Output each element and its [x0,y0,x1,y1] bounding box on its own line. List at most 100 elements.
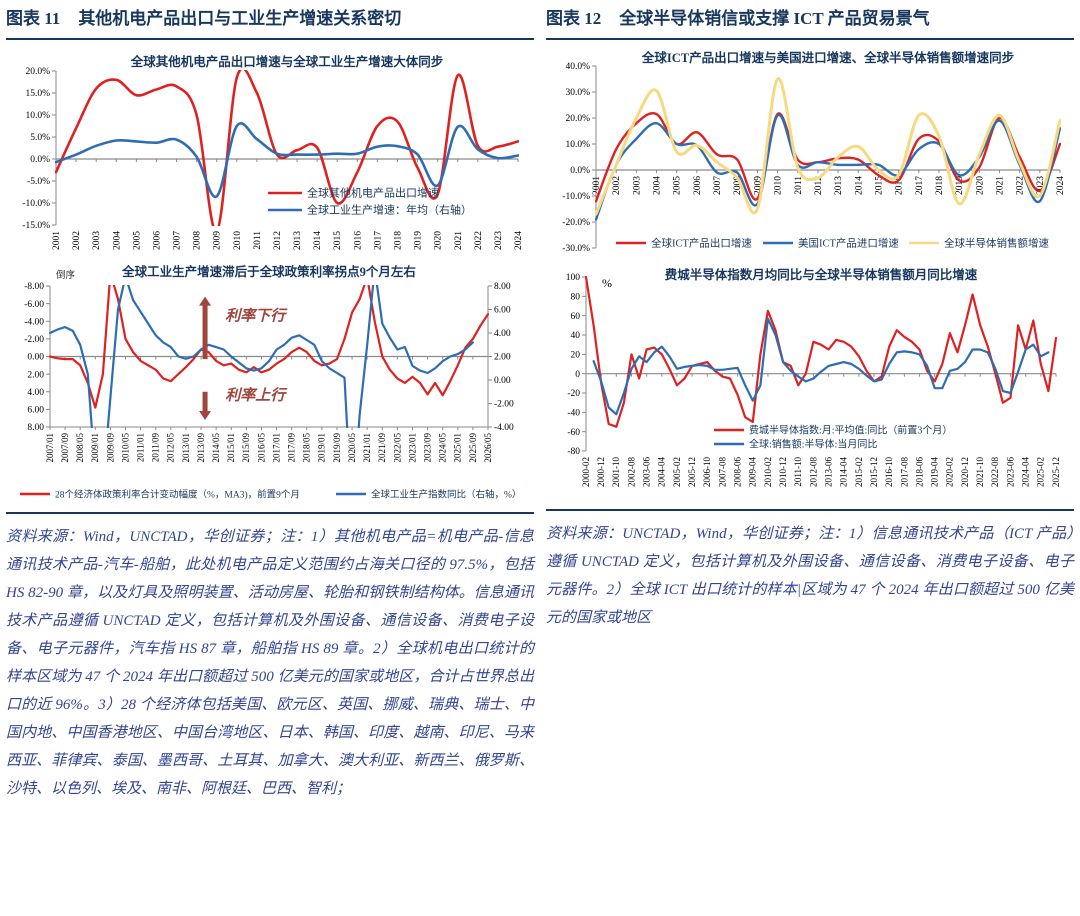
svg-text:2006: 2006 [693,176,703,195]
svg-text:2009: 2009 [213,231,223,250]
svg-text:2005: 2005 [673,176,683,195]
svg-text:2007-08: 2007-08 [717,457,727,487]
svg-text:-20: -20 [567,389,580,399]
svg-text:2010: 2010 [774,176,784,195]
series-line-1 [595,113,1061,221]
svg-text:2017/01: 2017/01 [271,433,281,463]
svg-text:2017: 2017 [915,176,925,195]
legend-label: 美国ICT产品进口增速 [798,237,899,250]
figure-11-tag: 图表 11 [6,9,61,28]
svg-text:2024-04: 2024-04 [1021,457,1031,487]
svg-text:2008: 2008 [733,176,743,195]
svg-text:10.0%: 10.0% [565,140,590,150]
svg-text:0.00: 0.00 [494,376,511,386]
svg-text:2007/09: 2007/09 [60,433,70,463]
svg-text:2015: 2015 [874,176,884,195]
svg-text:2025/01: 2025/01 [453,433,463,463]
svg-text:-10.0%: -10.0% [22,199,50,209]
svg-text:2011: 2011 [794,176,804,195]
svg-text:2025-02: 2025-02 [1036,457,1046,487]
legend: 费城半导体指数:月:平均值:同比（前置3个月）全球:销售额:半导体:当月同比 [714,424,952,451]
svg-text:2018: 2018 [935,176,945,195]
svg-text:2021-10: 2021-10 [975,457,985,487]
svg-text:0.0%: 0.0% [30,155,50,165]
legend-label: 28个经济体政策利率合计变动幅度（%，MA3)，前置9个月 [55,489,300,501]
legend-label: 费城半导体指数:月:平均值:同比（前置3个月） [749,424,952,437]
chart-inner-title: 全球工业生产增速滞后于全球政策利率拐点9个月左右 [121,264,416,279]
svg-text:100: 100 [566,273,581,283]
svg-text:2010/05: 2010/05 [120,433,130,463]
legend-label: 全球其他机电产品出口增速 [307,186,439,200]
svg-text:2023/01: 2023/01 [407,433,417,463]
series-line-1 [55,122,519,198]
svg-text:2002: 2002 [612,176,622,195]
svg-text:40.0%: 40.0% [565,62,590,72]
svg-text:2001-10: 2001-10 [611,457,621,487]
x-axis: 2007/01 2007/09 2008/05 2009/01 2009/09 2010/… [45,356,493,463]
svg-text:2015-12: 2015-12 [869,457,879,487]
svg-text:20.0%: 20.0% [565,114,590,124]
legend-label: 全球:销售额:半导体:当月同比 [749,438,877,451]
svg-text:0.00: 0.00 [27,353,44,363]
svg-text:2004: 2004 [112,231,122,250]
chart-inner-title: 全球ICT产品出口增速与美国进口增速、全球半导体销售额增速同步 [641,50,1014,65]
svg-text:2010: 2010 [233,231,243,250]
svg-text:2015/01: 2015/01 [226,433,236,463]
svg-text:2009/01: 2009/01 [90,433,100,463]
chart-ict-export-import-semi-sales: 40.0% 30.0% 20.0% 10.0% 0.0% -10.0% -20.0% -30.… [562,50,1066,254]
svg-text:2007/01: 2007/01 [45,433,55,463]
svg-text:-5.0%: -5.0% [27,177,50,187]
legend-label: 全球工业生产增速：年均（右轴） [307,203,472,217]
series-line-0 [55,70,519,226]
chart-annotation: 利率上行 [225,386,288,404]
svg-text:2021: 2021 [454,231,464,250]
chart-annotation: 利率下行 [225,306,288,324]
x-axis: 2001 2002 2003 2004 2005 2006 2007 2008 2009 2010… [52,159,524,250]
svg-text:2022/05: 2022/05 [392,433,402,463]
svg-text:80: 80 [571,293,581,303]
svg-text:2000-12: 2000-12 [596,457,606,487]
svg-text:10.0%: 10.0% [25,111,50,121]
svg-text:2009/09: 2009/09 [105,433,115,463]
svg-text:2011: 2011 [253,231,263,250]
svg-text:2022: 2022 [474,231,484,250]
legend-label: 全球工业生产指数同比（右轴，%） [371,489,521,501]
svg-text:2022: 2022 [1016,176,1026,195]
svg-text:2008/05: 2008/05 [75,433,85,463]
svg-text:8.00: 8.00 [27,423,44,433]
svg-text:2023/09: 2023/09 [422,433,432,463]
svg-text:2016-10: 2016-10 [884,457,894,487]
svg-text:2002: 2002 [72,231,82,250]
figure-12-header: 图表 12 全球半导体销信或支撑 ICT 产品贸易景气 [546,8,1074,40]
svg-text:2007: 2007 [173,231,183,250]
svg-text:30.0%: 30.0% [565,88,590,98]
svg-text:-20.0%: -20.0% [562,218,590,228]
svg-text:2021: 2021 [996,176,1006,195]
svg-text:2023-06: 2023-06 [1005,457,1015,487]
legend: 全球ICT产品出口增速 美国ICT产品进口增速 全球半导体销售额增速 [616,237,1049,250]
svg-text:2014-04: 2014-04 [839,457,849,487]
svg-text:8.00: 8.00 [494,282,511,292]
svg-text:2003: 2003 [92,231,102,250]
svg-text:2020/05: 2020/05 [347,433,357,463]
svg-text:0.0%: 0.0% [570,166,590,176]
y-axis-left: -8.00 -6.00 -4.00 -2.00 0.00 2.00 4.00 6.00 8.00 [24,282,51,433]
svg-text:2015: 2015 [333,231,343,250]
svg-text:-6.00: -6.00 [24,300,44,310]
x-axis: 2000-02 2000-12 2001-10 2002-08 2003-06 2004-… [581,373,1061,487]
svg-text:2000-02: 2000-02 [581,457,591,487]
svg-text:2019: 2019 [414,231,424,250]
svg-text:2012-08: 2012-08 [808,457,818,487]
y-axis-left: 100 80 60 40 20 0 -20 -40 -60 -80 [566,273,587,457]
svg-text:4.00: 4.00 [27,388,44,398]
svg-text:20: 20 [571,351,581,361]
svg-text:2003: 2003 [632,176,642,195]
svg-text:60: 60 [571,312,581,322]
legend-label: 全球半导体销售额增速 [944,237,1049,250]
svg-text:2013/09: 2013/09 [196,433,206,463]
svg-text:5.0%: 5.0% [30,133,50,143]
svg-text:2009: 2009 [753,176,763,195]
chart-policy-rate-vs-ip: -8.00-6.00-4.00-2.000.002.004.006.008.00… [20,264,521,501]
svg-text:0: 0 [575,370,580,380]
